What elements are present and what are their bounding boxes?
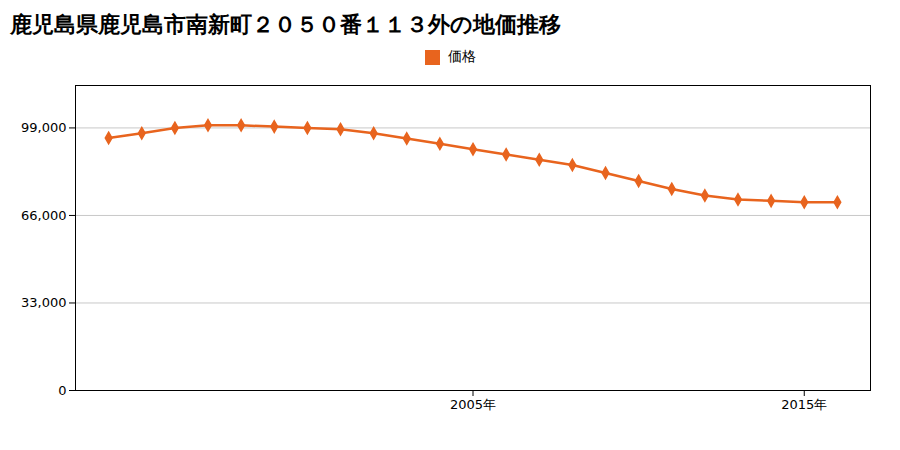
html-text:鹿児島県鹿児島市南新町２０５０番１１３外の地価推移: 鹿児島県鹿児島市南新町２０５０番１１３外の地価推移 xyxy=(10,12,561,37)
svg-text:2015年: 2015年 xyxy=(781,397,827,412)
svg-text:66,000: 66,000 xyxy=(21,208,67,223)
html-text:価格: 価格 xyxy=(447,48,476,64)
svg-text:2005年: 2005年 xyxy=(450,397,496,412)
svg-text:0: 0 xyxy=(58,383,66,398)
svg-text:33,000: 33,000 xyxy=(21,295,67,310)
svg-text:99,000: 99,000 xyxy=(21,120,67,135)
